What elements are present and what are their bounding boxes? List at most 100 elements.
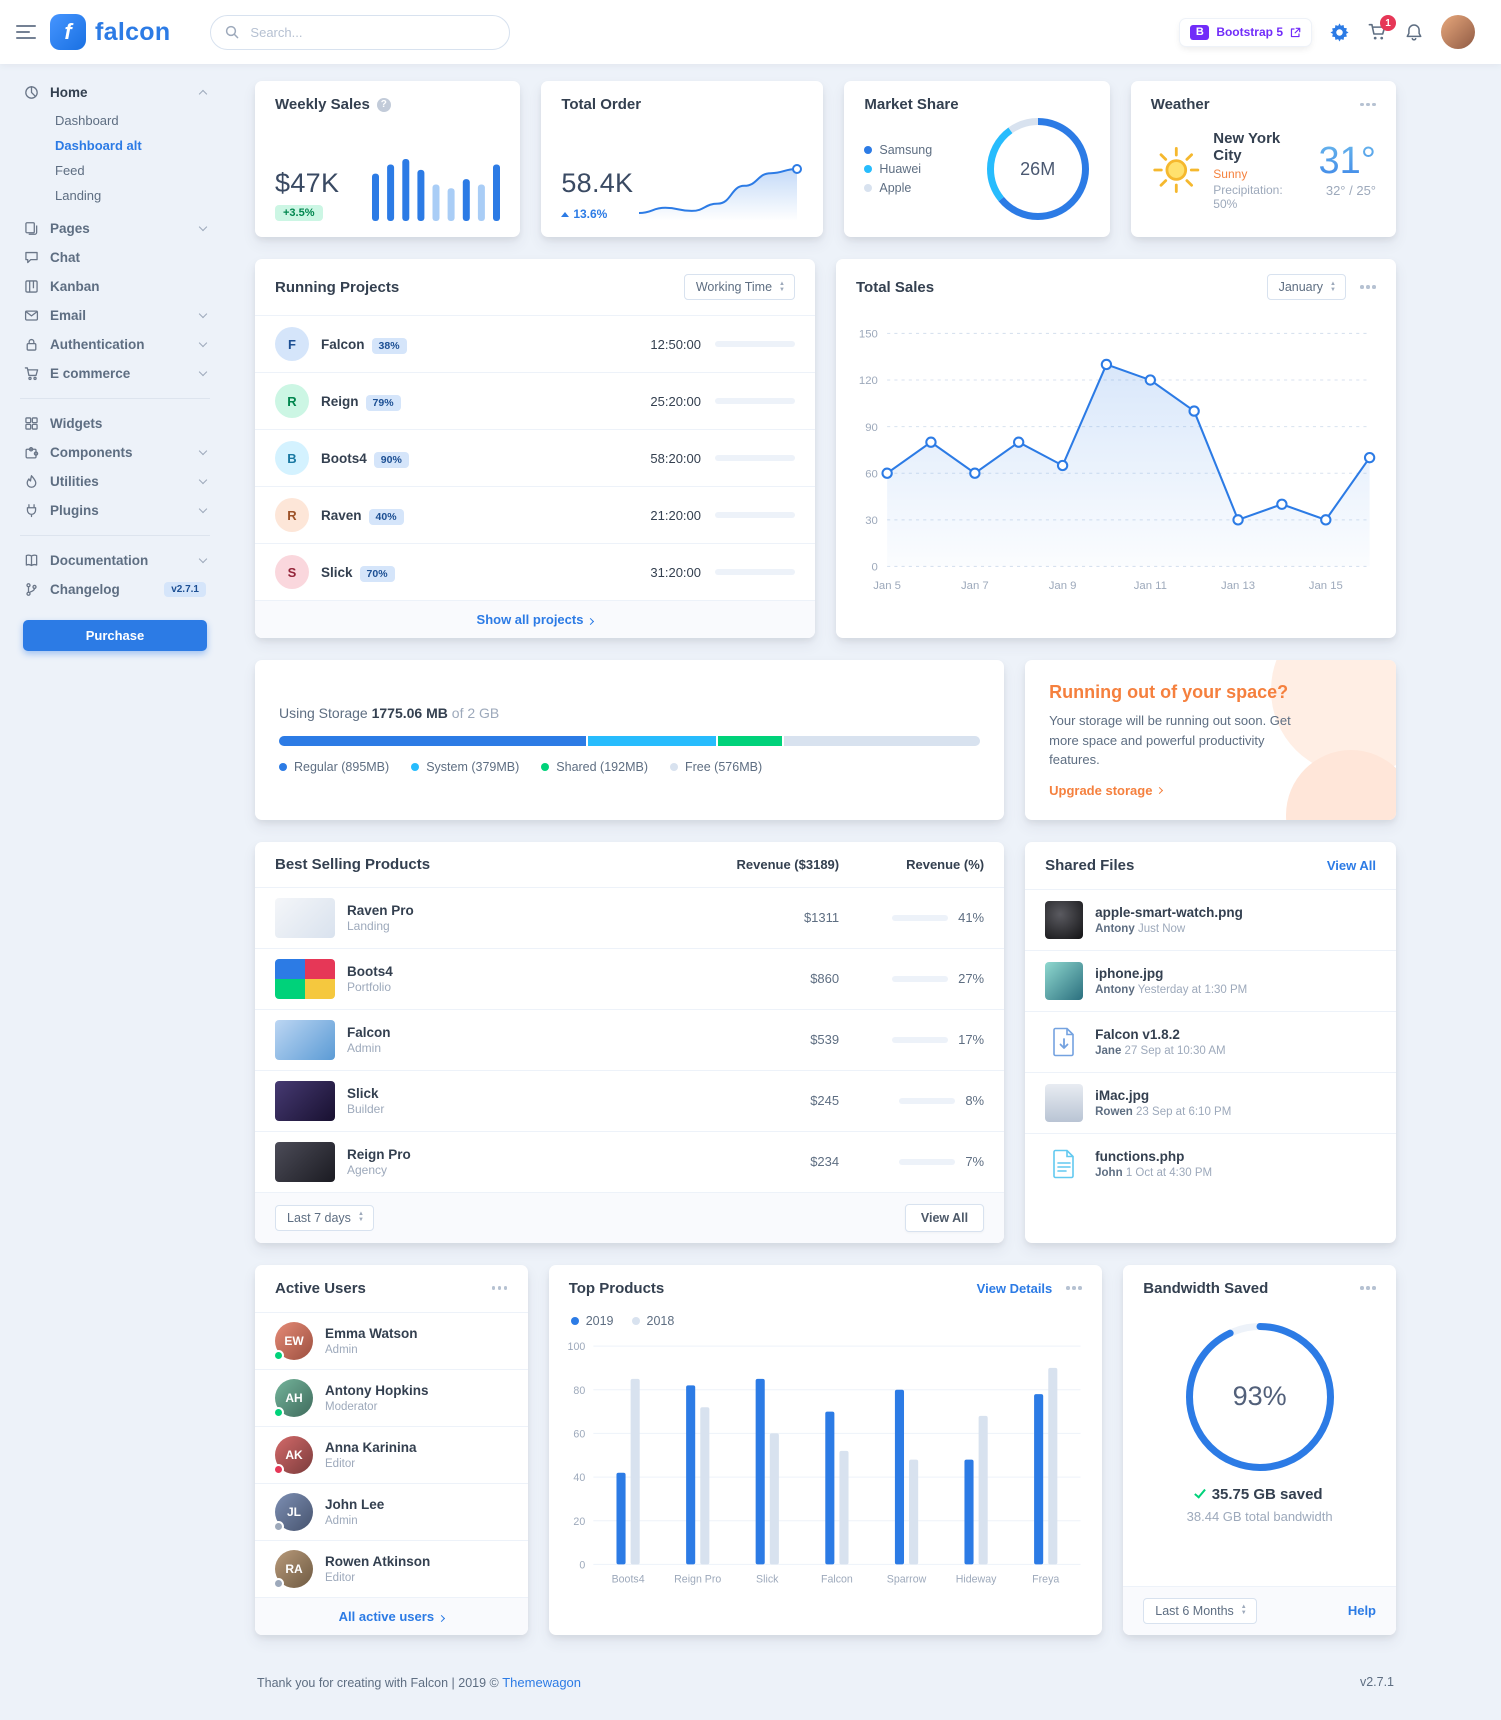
show-all-projects-link[interactable]: Show all projects [477,612,595,627]
sidebar-item-authentication[interactable]: Authentication [16,330,214,359]
sidebar-item-home[interactable]: Home [16,78,214,107]
all-active-users-link[interactable]: All active users [339,1609,446,1624]
sidebar-item-ecommerce[interactable]: E commerce [16,359,214,388]
sort-carets-icon [358,1212,364,1223]
product-category: Portfolio [347,979,392,994]
project-time: 21:20:00 [650,507,701,523]
product-name[interactable]: Reign Pro [347,1146,411,1162]
date-range-select[interactable]: Last 7 days [275,1204,374,1231]
sidebar-item-widgets[interactable]: Widgets [16,409,214,438]
month-select[interactable]: January [1266,274,1346,300]
view-all-link[interactable]: View All [1326,857,1376,873]
sidebar-item-pages[interactable]: Pages [16,214,214,243]
user-name[interactable]: Anna Karinina [325,1439,417,1455]
card-menu-icon[interactable] [1066,1286,1082,1290]
bootstrap-badge[interactable]: B Bootstrap 5 [1180,18,1311,46]
sort-carets-icon [779,282,785,293]
menu-toggle[interactable] [16,25,36,39]
product-thumbnail [275,1019,335,1060]
upgrade-storage-link[interactable]: Upgrade storage [1049,783,1164,798]
project-name[interactable]: Falcon [321,336,365,352]
image-thumbnail [1045,900,1084,939]
project-name[interactable]: Reign [321,393,359,409]
card-menu-icon[interactable] [1360,102,1376,107]
sidebar-item-feed[interactable]: Feed [55,163,85,178]
view-all-button[interactable]: View All [904,1203,985,1232]
card-title: Weekly Sales [275,96,370,113]
market-share-card: Market Share Samsung Huawei [844,81,1110,237]
project-name[interactable]: Slick [321,564,353,580]
weather-condition: Sunny [1213,166,1248,181]
file-name[interactable]: iphone.jpg [1095,965,1164,981]
user-row: AH Antony Hopkins Moderator [255,1370,528,1427]
period-select[interactable]: Last 6 Months [1143,1597,1257,1624]
card-menu-icon[interactable] [1360,1286,1376,1290]
sidebar-item-utilities[interactable]: Utilities [16,467,214,496]
project-pct-badge: 79% [365,394,401,411]
svg-text:Jan 5: Jan 5 [873,580,901,592]
file-name[interactable]: functions.php [1095,1148,1185,1164]
sidebar-item-landing[interactable]: Landing [55,188,102,203]
help-link[interactable]: Help [1347,1603,1376,1618]
chevron-right-icon [587,617,595,626]
project-name[interactable]: Raven [321,507,362,523]
storage-segment [782,736,981,747]
sidebar-item-chat[interactable]: Chat [16,243,214,272]
project-time: 31:20:00 [650,564,701,580]
file-name[interactable]: iMac.jpg [1095,1087,1150,1103]
product-name[interactable]: Falcon [347,1024,391,1040]
pie-chart-icon [25,86,38,99]
working-time-select[interactable]: Working Time [683,274,795,300]
bandwidth-total-label: 38.44 GB total bandwidth [1186,1508,1333,1524]
sidebar-item-kanban[interactable]: Kanban [16,272,214,301]
svg-text:Jan 7: Jan 7 [961,580,989,592]
product-name[interactable]: Boots4 [347,963,393,979]
space-card-body: Your storage will be running out soon. G… [1049,713,1291,767]
brand-logo[interactable]: f falcon [50,14,170,50]
file-name[interactable]: apple-smart-watch.png [1095,904,1243,920]
external-link-icon [1290,27,1301,37]
version-badge: v2.7.1 [164,582,206,597]
sidebar-item-email[interactable]: Email [16,301,214,330]
kanban-icon [25,280,38,293]
pages-icon [25,222,38,235]
falcon-logo-icon: f [50,14,86,50]
project-avatar: F [275,327,309,361]
product-name[interactable]: Raven Pro [347,902,414,918]
notifications-bell-icon[interactable] [1405,23,1423,42]
search-box[interactable] [210,14,511,50]
purchase-button[interactable]: Purchase [23,620,207,651]
project-name[interactable]: Boots4 [321,450,367,466]
card-menu-icon[interactable] [491,1286,508,1290]
sidebar-item-dashboard-alt[interactable]: Dashboard alt [55,138,142,153]
user-name[interactable]: Emma Watson [325,1325,418,1341]
themewagon-link[interactable]: Themewagon [502,1674,582,1690]
sidebar-item-dashboard[interactable]: Dashboard [55,113,119,128]
project-pct-badge: 70% [359,565,395,582]
legend-dot-2018 [631,1316,640,1325]
help-circle-icon[interactable] [376,97,391,112]
file-row: Falcon v1.8.2 Jane 27 Sep at 10:30 AM [1025,1012,1396,1073]
settings-gear-icon[interactable] [1329,22,1350,43]
sidebar-item-changelog[interactable]: Changelog v2.7.1 [16,575,214,604]
card-title: Best Selling Products [275,855,431,873]
user-name[interactable]: Rowen Atkinson [325,1553,431,1569]
sidebar-item-documentation[interactable]: Documentation [16,546,214,575]
code-branch-icon [26,583,37,596]
product-name[interactable]: Slick [347,1085,379,1101]
card-menu-icon[interactable] [1360,285,1376,289]
view-details-link[interactable]: View Details [976,1280,1053,1296]
project-row: F Falcon 38% 12:50:00 [255,316,815,373]
file-name[interactable]: Falcon v1.8.2 [1095,1026,1180,1042]
sidebar-item-plugins[interactable]: Plugins [16,496,214,525]
puzzle-icon [25,447,39,459]
cart-button[interactable]: 1 [1368,15,1396,41]
sort-carets-icon [1241,1605,1247,1616]
sidebar-item-components[interactable]: Components [16,438,214,467]
chevron-down-icon [198,367,208,377]
storage-legend: Regular (895MB) System (379MB) Shared (1… [279,760,980,774]
user-name[interactable]: Antony Hopkins [325,1382,429,1398]
search-input[interactable] [248,23,496,41]
user-avatar[interactable] [1441,15,1475,49]
user-name[interactable]: John Lee [325,1496,385,1512]
